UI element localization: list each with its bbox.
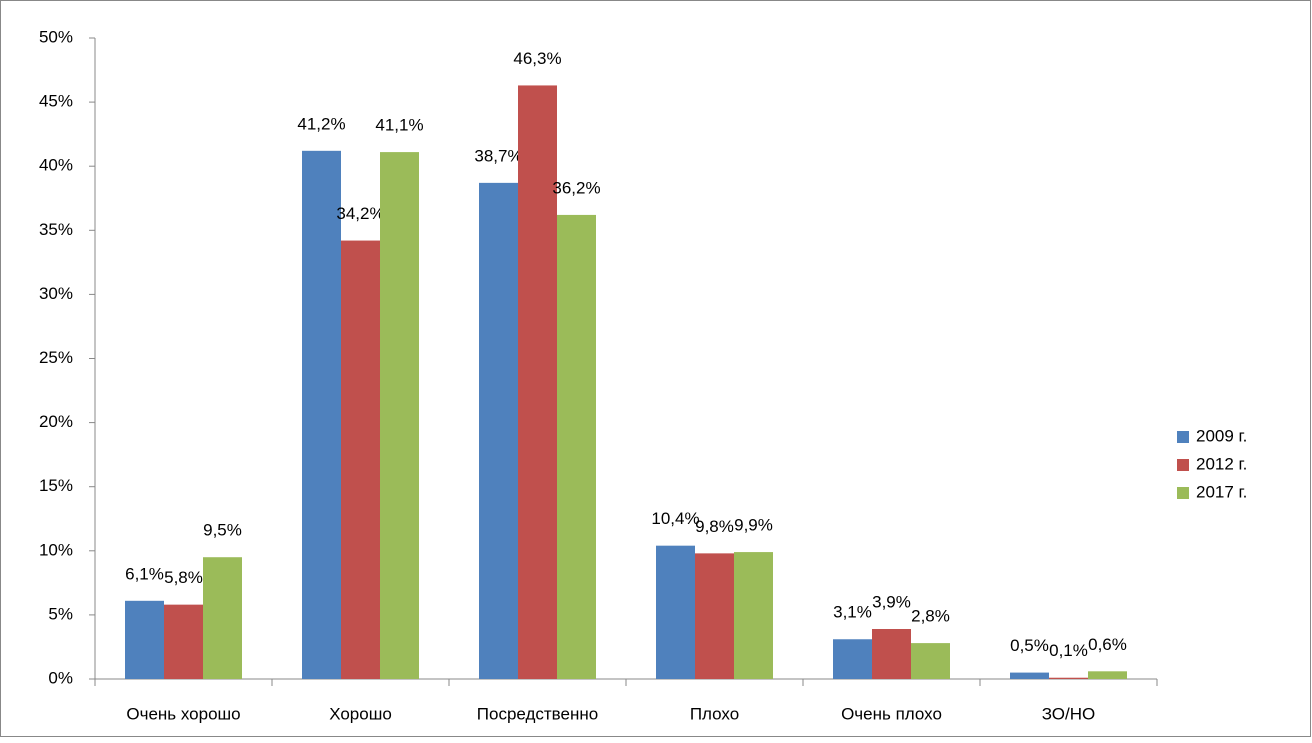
legend-label: 2017 г. [1196,482,1247,501]
value-label: 0,6% [1088,635,1127,654]
value-label: 41,1% [375,116,423,135]
value-label: 3,9% [872,592,911,611]
value-label: 3,1% [833,603,872,622]
bar [734,552,773,679]
bar [518,85,557,679]
legend-label: 2012 г. [1196,454,1247,473]
value-label: 0,5% [1010,636,1049,655]
y-tick-label: 40% [39,156,73,175]
bar [872,629,911,679]
y-tick-label: 15% [39,476,73,495]
bar [380,152,419,679]
value-label: 34,2% [336,204,384,223]
value-label: 36,2% [552,178,600,197]
y-tick-label: 5% [48,604,73,623]
y-tick-label: 0% [48,668,73,687]
y-tick-label: 25% [39,348,73,367]
y-tick-label: 50% [39,27,73,46]
y-tick-label: 35% [39,220,73,239]
value-label: 41,2% [297,114,345,133]
bar [557,214,596,679]
bar [1088,671,1127,679]
bar [164,604,203,679]
bar [1010,672,1049,679]
legend-swatch [1177,487,1189,499]
y-tick-label: 30% [39,284,73,303]
value-label: 2,8% [911,607,950,626]
bar [695,553,734,679]
bar [911,643,950,679]
value-label: 10,4% [651,509,699,528]
value-label: 5,8% [164,568,203,587]
bar [125,600,164,679]
bar [1049,677,1088,679]
value-label: 9,9% [734,516,773,535]
y-tick-label: 20% [39,412,73,431]
value-label: 38,7% [474,146,522,165]
value-label: 6,1% [125,564,164,583]
x-tick-label: Посредственно [477,704,598,723]
bar [203,557,242,679]
bar [302,150,341,680]
legend-label: 2009 г. [1196,426,1247,445]
x-tick-label: ЗО/НО [1042,704,1096,723]
value-label: 46,3% [513,49,561,68]
bar [656,545,695,679]
x-tick-label: Очень хорошо [126,704,240,723]
bar [833,639,872,679]
y-tick-label: 10% [39,540,73,559]
legend-swatch [1177,431,1189,443]
bar [479,182,518,679]
x-tick-label: Хорошо [329,704,392,723]
value-label: 0,1% [1049,641,1088,660]
y-tick-label: 45% [39,92,73,111]
value-label: 9,5% [203,521,242,540]
bar [341,240,380,679]
value-label: 9,8% [695,517,734,536]
x-tick-label: Очень плохо [841,704,942,723]
legend-swatch [1177,459,1189,471]
x-tick-label: Плохо [690,704,739,723]
